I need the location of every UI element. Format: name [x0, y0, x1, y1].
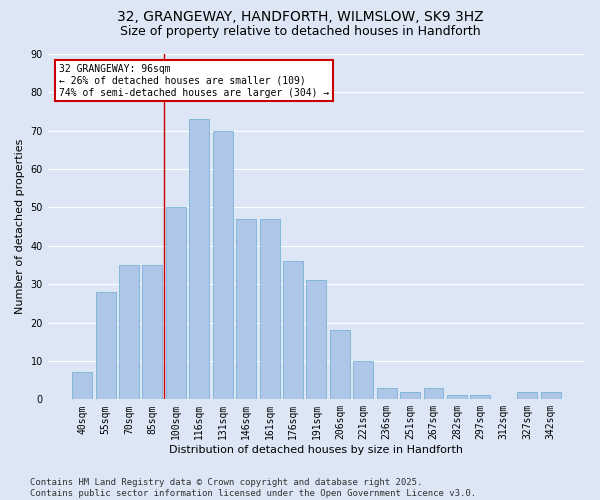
Bar: [213, 130, 233, 400]
Bar: [260, 219, 280, 400]
Text: 32, GRANGEWAY, HANDFORTH, WILMSLOW, SK9 3HZ: 32, GRANGEWAY, HANDFORTH, WILMSLOW, SK9 …: [116, 10, 484, 24]
Bar: [142, 265, 163, 400]
Bar: [166, 208, 186, 400]
Text: Contains HM Land Registry data © Crown copyright and database right 2025.
Contai: Contains HM Land Registry data © Crown c…: [30, 478, 476, 498]
Bar: [470, 396, 490, 400]
X-axis label: Distribution of detached houses by size in Handforth: Distribution of detached houses by size …: [169, 445, 463, 455]
Bar: [307, 280, 326, 400]
Bar: [119, 265, 139, 400]
Bar: [353, 361, 373, 400]
Bar: [190, 119, 209, 400]
Bar: [95, 292, 116, 400]
Y-axis label: Number of detached properties: Number of detached properties: [15, 139, 25, 314]
Bar: [424, 388, 443, 400]
Bar: [236, 219, 256, 400]
Bar: [517, 392, 537, 400]
Bar: [447, 396, 467, 400]
Bar: [283, 261, 303, 400]
Bar: [72, 372, 92, 400]
Bar: [330, 330, 350, 400]
Text: 32 GRANGEWAY: 96sqm
← 26% of detached houses are smaller (109)
74% of semi-detac: 32 GRANGEWAY: 96sqm ← 26% of detached ho…: [59, 64, 329, 98]
Bar: [541, 392, 560, 400]
Bar: [377, 388, 397, 400]
Bar: [400, 392, 420, 400]
Text: Size of property relative to detached houses in Handforth: Size of property relative to detached ho…: [119, 25, 481, 38]
